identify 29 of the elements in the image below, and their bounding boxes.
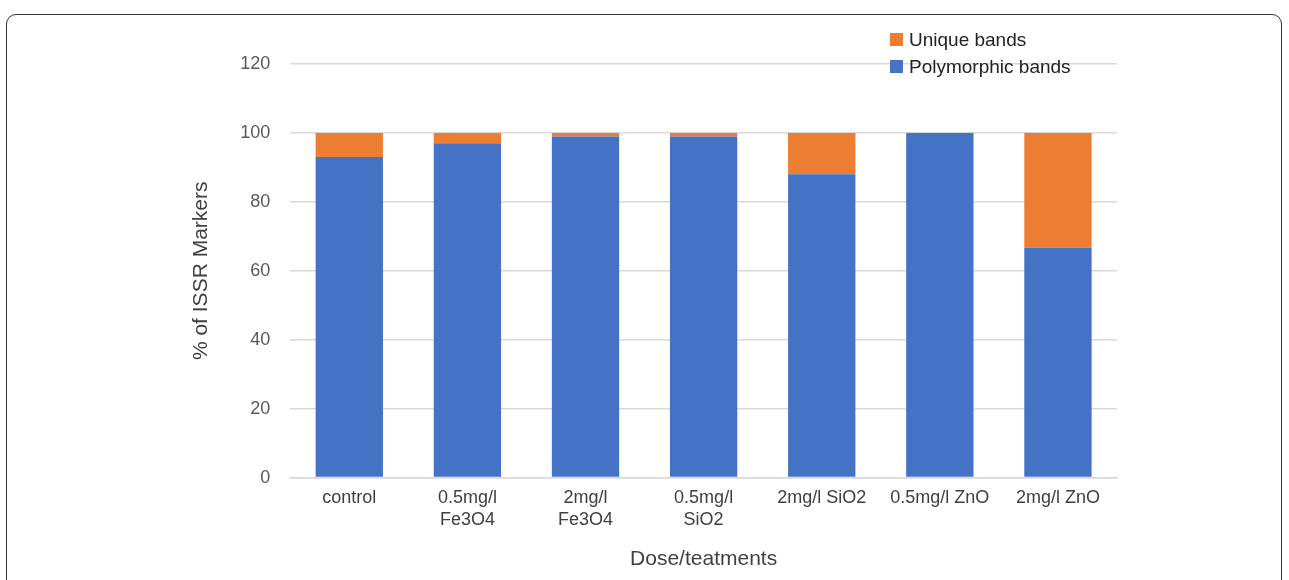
x-axis-title: Dose/teatments [630, 546, 778, 570]
x-tick-label: 0.5mg/l Fe3O4 [437, 487, 497, 529]
bar [788, 174, 856, 477]
y-tick-label: 20 [250, 397, 271, 418]
y-tick-label: 0 [260, 466, 271, 487]
y-tick-label: 120 [240, 52, 271, 73]
bar [906, 132, 974, 477]
bar [551, 136, 620, 477]
bar [315, 132, 383, 158]
legend-label: Unique bands [909, 28, 1027, 51]
y-tick-label: 100 [240, 121, 271, 142]
x-tick-label: 2mg/l ZnO [1015, 487, 1100, 508]
x-tick-label: 2mg/l SiO2 [777, 487, 867, 508]
bar [1024, 132, 1092, 248]
bar [433, 143, 502, 477]
y-tick-label: 40 [250, 328, 271, 349]
legend-label: Polymorphic bands [909, 55, 1071, 78]
bar [1024, 247, 1092, 477]
y-axis-title: % of ISSR Markers [188, 181, 212, 361]
x-tick-label: 0.5mg/l ZnO [890, 487, 990, 508]
x-tick-label: 0.5mg/l SiO2 [674, 487, 734, 529]
bar [315, 157, 383, 477]
x-tick-label: 2mg/l Fe3O4 [557, 487, 614, 529]
x-tick-label: control [322, 487, 377, 508]
bar [433, 132, 502, 144]
bar [788, 132, 856, 175]
bar [669, 136, 738, 477]
y-tick-label: 80 [250, 190, 271, 211]
y-tick-label: 60 [250, 259, 271, 280]
